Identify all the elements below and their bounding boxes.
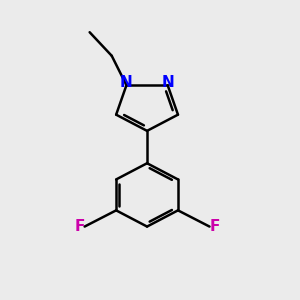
Text: F: F bbox=[74, 219, 85, 234]
Text: N: N bbox=[161, 75, 174, 90]
Text: N: N bbox=[120, 75, 133, 90]
Text: F: F bbox=[210, 219, 220, 234]
